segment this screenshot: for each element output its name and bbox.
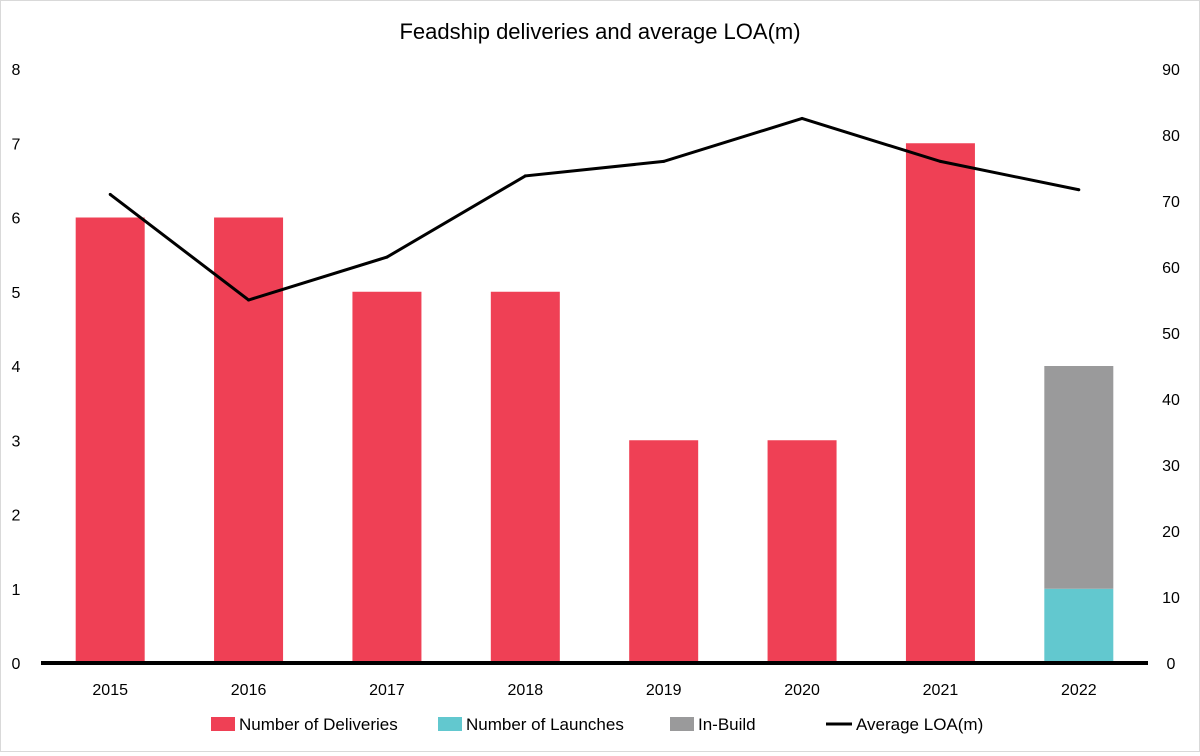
x-tick-label: 2020 — [784, 682, 820, 699]
right-tick-label: 20 — [1162, 524, 1180, 541]
legend-label: Number of Launches — [466, 715, 624, 734]
average-loa-line — [109, 116, 1080, 302]
legend-label: In-Build — [698, 715, 756, 734]
legend-swatch — [670, 717, 694, 731]
left-tick-label: 1 — [12, 582, 21, 599]
right-tick-label: 50 — [1162, 326, 1180, 343]
average-loa-point-2021 — [938, 159, 942, 163]
legend-swatch — [211, 717, 235, 731]
bar-in-build-2022 — [1044, 366, 1114, 589]
bar-number-of-launches-2022 — [1044, 588, 1114, 663]
legend-swatch — [438, 717, 462, 731]
left-tick-label: 2 — [12, 508, 21, 525]
right-tick-label: 90 — [1162, 62, 1180, 79]
chart-title: Feadship deliveries and average LOA(m) — [399, 19, 800, 44]
legend-label: Average LOA(m) — [856, 715, 983, 734]
right-axis: 0 10 20 30 40 50 60 70 80 90 — [1162, 62, 1180, 673]
bar-number-of-deliveries-2018 — [490, 291, 560, 663]
left-tick-label: 4 — [12, 359, 21, 376]
left-axis: 0 1 2 3 4 5 6 7 8 — [12, 62, 21, 673]
x-tick-label: 2019 — [646, 682, 682, 699]
bar-number-of-deliveries-2017 — [352, 291, 422, 663]
right-tick-label: 40 — [1162, 392, 1180, 409]
right-tick-label: 60 — [1162, 260, 1180, 277]
line-series — [108, 116, 1081, 302]
x-tick-label: 2015 — [92, 682, 128, 699]
left-tick-label: 3 — [12, 433, 21, 450]
bar-number-of-deliveries-2020 — [767, 440, 837, 663]
x-tick-label: 2018 — [508, 682, 544, 699]
average-loa-point-2017 — [385, 255, 389, 259]
left-tick-label: 8 — [12, 62, 21, 79]
average-loa-point-2016 — [247, 298, 251, 302]
right-tick-label: 0 — [1167, 656, 1176, 673]
bar-number-of-deliveries-2019 — [629, 440, 699, 663]
legend: Number of Deliveries Number of Launches In… — [211, 715, 983, 734]
x-tick-label: 2021 — [923, 682, 959, 699]
average-loa-point-2019 — [662, 159, 666, 163]
bar-number-of-deliveries-2015 — [75, 217, 145, 663]
bar-marks — [75, 143, 1114, 663]
average-loa-point-2018 — [523, 174, 527, 178]
right-tick-label: 10 — [1162, 590, 1180, 607]
bar-number-of-deliveries-2021 — [905, 143, 975, 663]
right-tick-label: 70 — [1162, 194, 1180, 211]
x-tick-label: 2017 — [369, 682, 405, 699]
right-tick-label: 80 — [1162, 128, 1180, 145]
x-tick-label: 2016 — [231, 682, 267, 699]
left-tick-label: 5 — [12, 285, 21, 302]
average-loa-point-2015 — [108, 192, 112, 196]
left-tick-label: 7 — [12, 136, 21, 153]
left-tick-label: 6 — [12, 211, 21, 228]
legend-label: Number of Deliveries — [239, 715, 398, 734]
x-tick-label: 2022 — [1061, 682, 1097, 699]
x-axis: 2015 2016 2017 2018 2019 2020 2021 2022 — [92, 682, 1096, 699]
average-loa-point-2022 — [1077, 188, 1081, 192]
average-loa-point-2020 — [800, 117, 804, 120]
left-tick-label: 0 — [12, 656, 21, 673]
bar-number-of-deliveries-2016 — [214, 217, 284, 663]
right-tick-label: 30 — [1162, 458, 1180, 475]
